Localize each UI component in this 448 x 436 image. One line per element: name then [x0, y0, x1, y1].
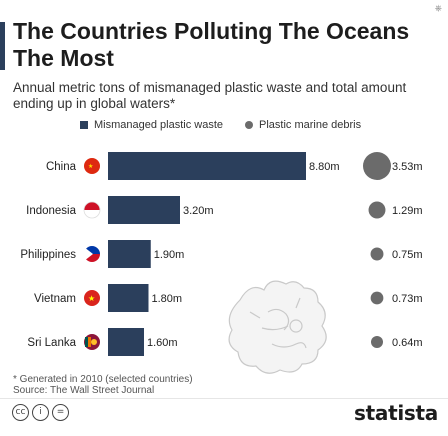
debris-value-label: 3.53m: [392, 161, 423, 173]
bar-mismanaged: [108, 284, 149, 312]
footnote-text: * Generated in 2010 (selected countries): [13, 374, 193, 385]
category-label: Sri Lanka: [27, 337, 76, 349]
legend-dot-icon: [245, 121, 254, 129]
debris-value-label: 0.75m: [392, 249, 423, 261]
bar-mismanaged: [108, 240, 151, 268]
category-label: China: [46, 161, 77, 173]
china-flag-icon: ★: [84, 158, 100, 174]
statista-link-icon[interactable]: ⎈: [434, 4, 442, 14]
no-derivatives-icon[interactable]: =: [52, 404, 69, 421]
chart-plot-area: China ★ 8.80m 3.53m Indonesia 3.20m 1.29m Phili…: [20, 152, 423, 356]
bar-mismanaged: [108, 152, 306, 180]
debris-dot: [371, 336, 383, 348]
debris-dot: [368, 201, 386, 219]
bar-mismanaged: [108, 328, 144, 356]
title-accent-bar: [0, 22, 5, 70]
source-text: Source: The Wall Street Journal: [13, 385, 155, 396]
statista-logo: statista: [354, 401, 438, 425]
indonesia-flag-icon: [83, 201, 101, 219]
debris-value-label: 0.73m: [392, 293, 423, 305]
chart-title: The Countries Polluting The Oceans The M…: [13, 18, 410, 71]
plastic-bottle-illustration: [228, 280, 327, 374]
bar-value-label: 8.80m: [309, 161, 340, 173]
chart-subtitle: Annual metric tons of mismanaged plastic…: [13, 80, 407, 111]
bar-value-label: 1.60m: [147, 337, 178, 349]
svg-text:★: ★: [88, 294, 95, 303]
debris-dot: [370, 247, 384, 261]
debris-value-label: 1.29m: [392, 205, 423, 217]
source-block: * Generated in 2010 (selected countries)…: [13, 374, 193, 396]
philippines-flag-icon: [84, 246, 100, 262]
sri-lanka-flag-icon: [84, 334, 100, 350]
legend-square-icon: [80, 121, 88, 129]
bar-mismanaged: [108, 196, 180, 224]
debris-dot: [370, 291, 384, 305]
legend-item-debris: Plastic marine debris: [245, 119, 361, 131]
attribution-icon[interactable]: i: [32, 404, 49, 421]
cc-icon[interactable]: cc: [12, 404, 29, 421]
legend: Mismanaged plastic waste Plastic marine …: [80, 119, 361, 131]
bar-value-label: 1.90m: [154, 249, 185, 261]
footer-divider: [0, 398, 448, 399]
category-label: Vietnam: [34, 293, 76, 305]
category-label: Philippines: [20, 249, 76, 261]
legend-item-mismanaged: Mismanaged plastic waste: [80, 119, 223, 131]
bar-value-label: 3.20m: [183, 205, 214, 217]
category-label: Indonesia: [26, 205, 76, 217]
debris-dot: [363, 152, 391, 180]
license-icons[interactable]: cc i =: [12, 404, 69, 421]
debris-value-label: 0.64m: [392, 337, 423, 349]
svg-text:★: ★: [88, 163, 93, 170]
legend-label-debris: Plastic marine debris: [259, 119, 362, 131]
bar-value-label: 1.80m: [152, 293, 183, 305]
vietnam-flag-icon: ★: [84, 290, 100, 306]
legend-label-mismanaged: Mismanaged plastic waste: [94, 119, 224, 131]
